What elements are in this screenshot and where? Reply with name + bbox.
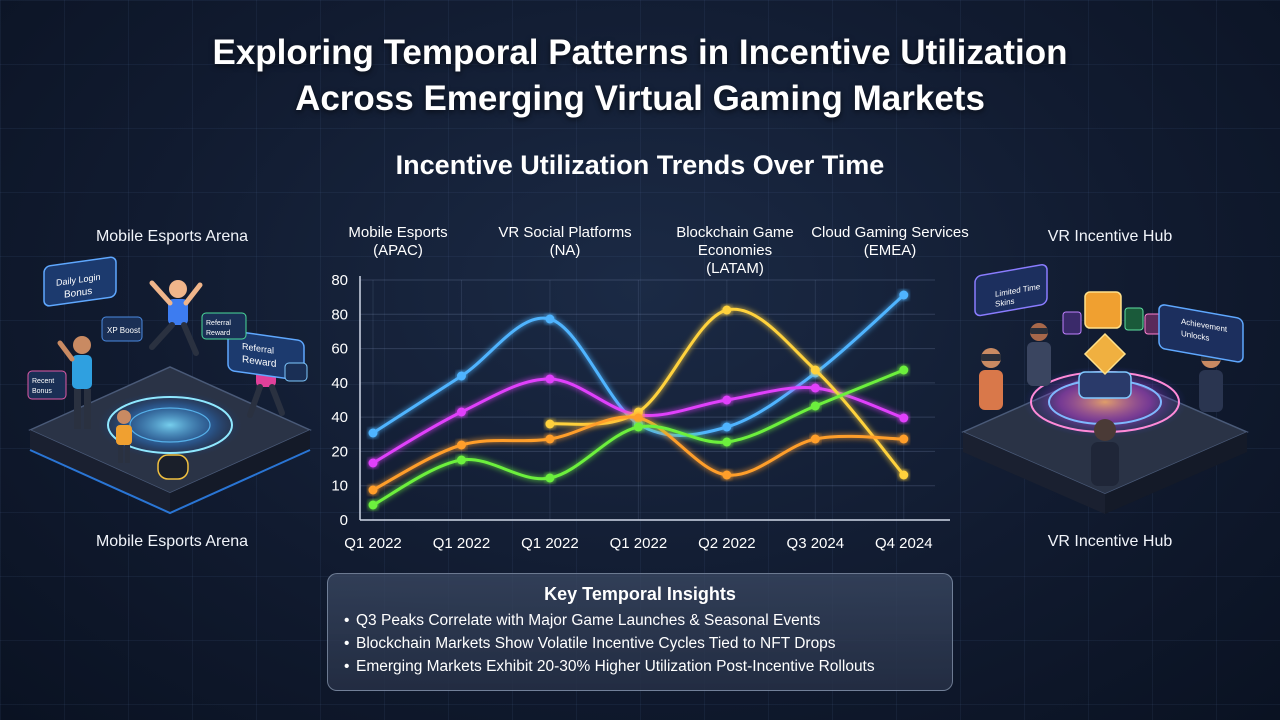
x-tick-label: Q1 2022 bbox=[610, 535, 668, 552]
svg-text:Recent: Recent bbox=[32, 378, 54, 385]
x-tick-label: Q1 2022 bbox=[433, 535, 491, 552]
data-point bbox=[368, 485, 378, 495]
left-scene-bottom-label: Mobile Esports Arena bbox=[95, 533, 249, 550]
pedestal-icon bbox=[1078, 332, 1132, 399]
x-tick-label: Q2 2022 bbox=[698, 535, 756, 552]
data-point bbox=[722, 305, 732, 315]
market-annotation: Mobile Esports bbox=[348, 224, 447, 241]
market-annotation: (NA) bbox=[550, 242, 581, 259]
data-point bbox=[810, 401, 820, 411]
right-scene-bottom-label: VR Incentive Hub bbox=[1047, 533, 1173, 550]
title-line-1: Exploring Temporal Patterns in Incentive… bbox=[212, 33, 1068, 72]
vr-user-left bbox=[979, 348, 1003, 410]
y-tick-label: 40 bbox=[331, 409, 348, 426]
data-point bbox=[633, 413, 643, 423]
line-chart-svg: 0 10 20 40 40 60 80 80 Q1 2022 Q1 2022 Q1 2022 Q1 2… bbox=[331, 224, 968, 552]
recent-bonus-card: Recent Bonus bbox=[27, 370, 67, 400]
market-annotation: Economies bbox=[698, 242, 772, 259]
data-point bbox=[633, 422, 643, 432]
x-tick-label: Q1 2022 bbox=[344, 535, 402, 552]
svg-text:Reward: Reward bbox=[242, 354, 276, 370]
svg-text:Referral: Referral bbox=[206, 320, 231, 327]
x-tick-label: Q4 2024 bbox=[875, 535, 933, 552]
left-scene-top-label: Mobile Esports Arena bbox=[95, 228, 249, 245]
chat-bubble-icon bbox=[284, 362, 308, 382]
insight-item: Blockchain Markets Show Volatile Incenti… bbox=[344, 632, 938, 655]
player-figure-standing bbox=[57, 336, 92, 429]
market-annotation: Cloud Gaming Services bbox=[811, 224, 969, 241]
data-point bbox=[545, 314, 555, 324]
market-annotation: (EMEA) bbox=[864, 242, 917, 259]
chart-title: Incentive Utilization Trends Over Time bbox=[395, 150, 885, 180]
data-point bbox=[899, 434, 909, 444]
vr-incentive-hub-illustration: Limited Time Skins Achievement Unlocks bbox=[961, 263, 1249, 514]
data-point bbox=[899, 290, 909, 300]
data-point bbox=[810, 365, 820, 375]
gamepad-stand-icon bbox=[157, 454, 189, 480]
data-point bbox=[722, 437, 732, 447]
svg-text:XP Boost: XP Boost bbox=[107, 326, 141, 335]
data-point bbox=[810, 383, 820, 393]
market-annotation: Blockchain Game bbox=[676, 224, 794, 241]
data-point bbox=[456, 440, 466, 450]
svg-text:Reward: Reward bbox=[206, 330, 230, 337]
title-line-2: Across Emerging Virtual Gaming Markets bbox=[295, 79, 985, 118]
svg-text:Skins: Skins bbox=[995, 297, 1015, 309]
page-title: Exploring Temporal Patterns in Incentive… bbox=[0, 30, 1280, 122]
data-point bbox=[545, 434, 555, 444]
referral-reward-small-card: Referral Reward bbox=[201, 312, 247, 340]
data-point bbox=[545, 473, 555, 483]
x-tick-label: Q1 2022 bbox=[521, 535, 579, 552]
vr-user-center bbox=[1027, 323, 1051, 386]
market-annotation: (APAC) bbox=[373, 242, 423, 259]
market-annotation: (LATAM) bbox=[706, 260, 764, 277]
y-tick-label: 80 bbox=[331, 272, 348, 289]
data-point bbox=[899, 365, 909, 375]
achievement-unlocks-card: Achievement Unlocks bbox=[1158, 304, 1244, 363]
data-point bbox=[368, 500, 378, 510]
data-point bbox=[899, 470, 909, 480]
y-tick-label: 10 bbox=[331, 478, 348, 495]
data-point bbox=[368, 428, 378, 438]
data-point bbox=[722, 422, 732, 432]
insight-item: Q3 Peaks Correlate with Major Game Launc… bbox=[344, 609, 938, 632]
data-point bbox=[456, 371, 466, 381]
daily-login-bonus-card: Daily Login Bonus bbox=[43, 256, 117, 307]
data-point bbox=[456, 407, 466, 417]
y-tick-label: 20 bbox=[331, 443, 348, 460]
vr-user-front bbox=[1091, 419, 1119, 486]
y-tick-label: 40 bbox=[331, 375, 348, 392]
line-chart: 0 10 20 40 40 60 80 80 Q1 2022 Q1 2022 Q1 2022 Q1 2… bbox=[320, 215, 968, 555]
limited-time-skins-card: Limited Time Skins bbox=[974, 263, 1048, 317]
svg-text:Referral: Referral bbox=[242, 341, 274, 355]
svg-text:Bonus: Bonus bbox=[32, 388, 52, 395]
data-point bbox=[899, 413, 909, 423]
x-tick-label: Q3 2024 bbox=[787, 535, 845, 552]
insights-heading: Key Temporal Insights bbox=[544, 584, 736, 604]
xp-boost-card: XP Boost bbox=[101, 316, 143, 342]
insights-list: Q3 Peaks Correlate with Major Game Launc… bbox=[342, 609, 938, 678]
child-figure bbox=[116, 410, 132, 463]
data-point bbox=[810, 434, 820, 444]
y-tick-label: 0 bbox=[340, 512, 348, 529]
reward-icons-row bbox=[1062, 291, 1162, 335]
right-scene-top-label: VR Incentive Hub bbox=[1047, 228, 1173, 245]
data-point bbox=[545, 419, 555, 429]
mobile-esports-arena-illustration: Daily Login Bonus Referral Reward XP Boo… bbox=[27, 256, 312, 515]
market-annotation: VR Social Platforms bbox=[498, 224, 631, 241]
y-tick-label: 80 bbox=[331, 306, 348, 323]
player-figure-jumping bbox=[149, 280, 203, 356]
insight-item: Emerging Markets Exhibit 20-30% Higher U… bbox=[344, 655, 938, 678]
data-point bbox=[722, 470, 732, 480]
data-point bbox=[368, 458, 378, 468]
y-tick-label: 60 bbox=[331, 341, 348, 358]
data-point bbox=[722, 395, 732, 405]
data-point bbox=[545, 374, 555, 384]
insights-panel: Key Temporal Insights Q3 Peaks Correlate… bbox=[327, 573, 953, 691]
data-point bbox=[456, 455, 466, 465]
svg-text:Bonus: Bonus bbox=[64, 286, 92, 301]
